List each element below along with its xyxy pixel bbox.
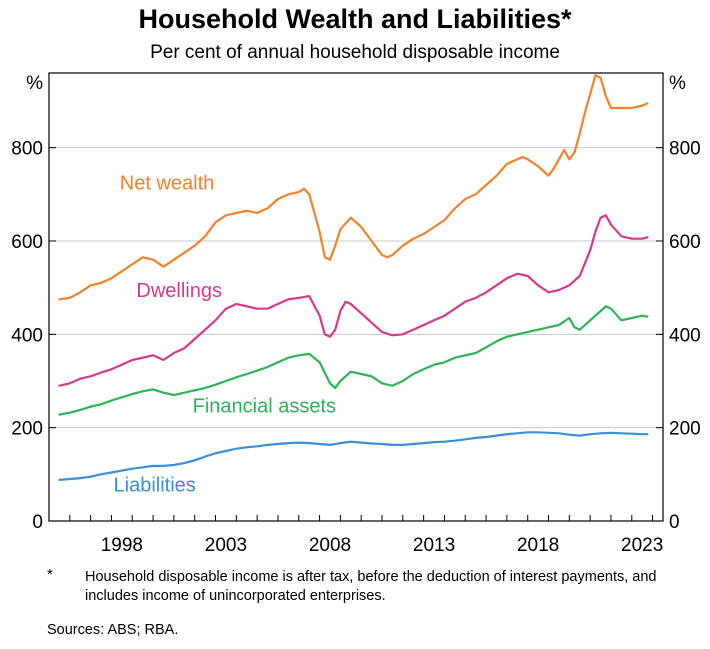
x-tick-label-2023: 2023 xyxy=(621,535,663,556)
y-axis-right-unit: % xyxy=(669,73,686,94)
y-left-tick-label-0: 0 xyxy=(32,512,43,533)
sources-note: Sources: ABS; RBA. xyxy=(47,622,179,638)
x-axis-ticks: 1998 2003 2008 2013 2018 2023 xyxy=(48,515,663,556)
chart-title: Household Wealth and Liabilities* xyxy=(138,4,572,34)
series-label-financial-assets: Financial assets xyxy=(193,396,336,418)
y-right-tick-label-600: 600 xyxy=(669,232,701,253)
series-lines xyxy=(58,74,649,481)
y-axis-left-ticks: 0 200 400 600 800 xyxy=(11,139,56,533)
series-label-net-wealth: Net wealth xyxy=(120,173,215,195)
series-label-dwellings: Dwellings xyxy=(136,280,222,302)
x-tick-label-1998: 1998 xyxy=(101,535,143,556)
chart-subtitle: Per cent of annual household disposable … xyxy=(150,42,560,63)
series-line-financial-assets xyxy=(58,305,649,416)
y-right-tick-label-0: 0 xyxy=(669,512,680,533)
series-line-dwellings xyxy=(58,214,649,387)
y-left-tick-label-400: 400 xyxy=(11,325,43,346)
line-chart: 1998 2003 2008 2013 2018 2023 0 200 400 600 800 0… xyxy=(11,72,701,556)
series-label-liabilities: Liabilities xyxy=(114,475,196,497)
series-line-net-wealth xyxy=(58,74,649,301)
y-left-tick-label-600: 600 xyxy=(11,232,43,253)
x-tick-label-2018: 2018 xyxy=(517,535,559,556)
plot-frame xyxy=(48,72,664,522)
y-left-tick-label-800: 800 xyxy=(11,139,43,160)
series-line-liabilities xyxy=(58,431,649,481)
gridlines xyxy=(49,147,663,429)
x-tick-label-2008: 2008 xyxy=(309,535,351,556)
footnote-marker: * xyxy=(47,566,53,583)
x-tick-label-2003: 2003 xyxy=(205,535,247,556)
y-axis-right-ticks: 0 200 400 600 800 xyxy=(656,139,701,533)
y-right-tick-label-800: 800 xyxy=(669,139,701,160)
y-left-tick-label-200: 200 xyxy=(11,419,43,440)
y-axis-left-unit: % xyxy=(26,73,43,94)
x-tick-label-2013: 2013 xyxy=(413,535,455,556)
y-right-tick-label-200: 200 xyxy=(669,419,701,440)
footnote-text: Household disposable income is after tax… xyxy=(85,569,657,604)
y-right-tick-label-400: 400 xyxy=(669,325,701,346)
